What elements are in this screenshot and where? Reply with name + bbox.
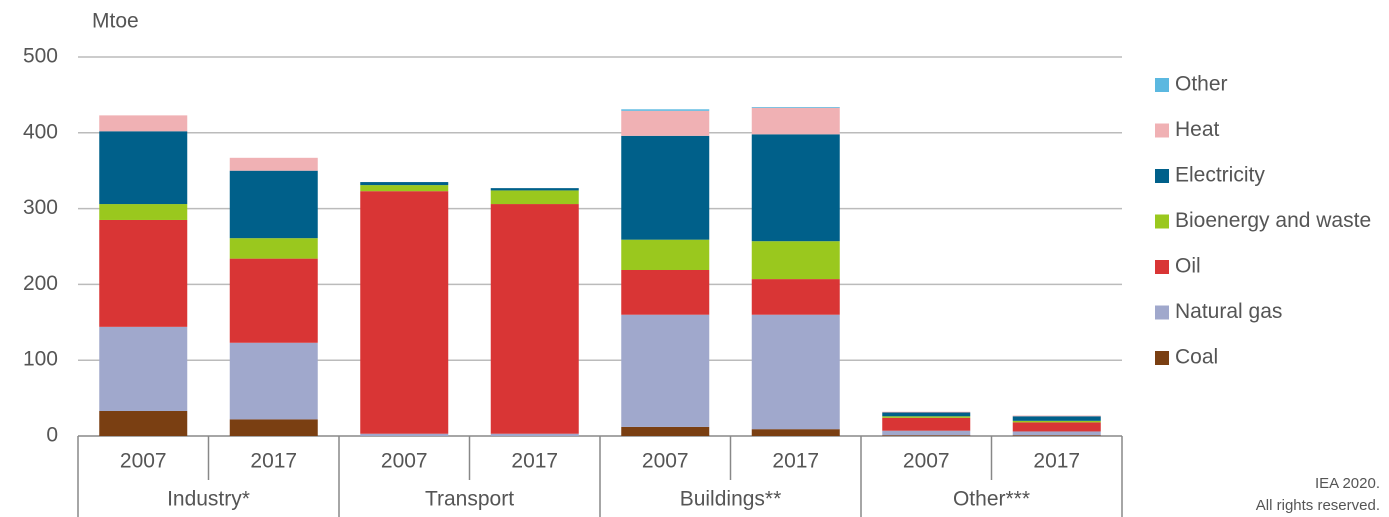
bar-segment [621, 314, 710, 427]
group-label: Other*** [953, 488, 1030, 511]
y-tick-label: 300 [23, 196, 58, 219]
bar-segment [490, 190, 579, 205]
bar-segment [751, 314, 840, 430]
x-tick-label: 2007 [381, 450, 428, 473]
bar-segment [99, 204, 188, 220]
bar-segment [360, 182, 449, 186]
bar-segment [1012, 420, 1101, 423]
bar-segment [99, 115, 188, 132]
bar-segment [1012, 431, 1101, 436]
legend-label: Bioenergy and waste [1175, 209, 1371, 232]
legend-swatch [1155, 78, 1169, 92]
y-tick-label: 200 [23, 272, 58, 295]
y-tick-label: 0 [46, 424, 58, 447]
legend-label: Other [1175, 73, 1228, 96]
bar-segment [99, 410, 188, 436]
source-note: IEA 2020. [1315, 475, 1380, 492]
bar-segment [99, 219, 188, 327]
bar-segment [229, 419, 318, 436]
legend-label: Oil [1175, 255, 1201, 278]
bar-segment [229, 258, 318, 343]
legend-swatch [1155, 214, 1169, 229]
bar-segment [229, 342, 318, 420]
bar-segment [1012, 415, 1101, 417]
bar-segment [229, 170, 318, 239]
bar-segment [751, 429, 840, 436]
bar-segment [882, 416, 971, 418]
legend-label: Heat [1175, 118, 1220, 141]
x-tick-label: 2007 [903, 450, 950, 473]
bar-segment [621, 109, 710, 111]
bar-segment [360, 191, 449, 434]
group-label: Transport [425, 488, 514, 511]
bar-segment [1012, 416, 1101, 421]
x-tick-label: 2017 [511, 450, 558, 473]
bar-segment [751, 241, 840, 280]
legend-label: Electricity [1175, 164, 1265, 187]
y-tick-label: 100 [23, 348, 58, 371]
y-tick-label: 400 [23, 120, 58, 143]
bar-segment [751, 279, 840, 315]
bar-segment [882, 411, 971, 413]
bar-segment [1012, 435, 1101, 436]
bar-segment [621, 110, 710, 136]
bar-segment [229, 238, 318, 259]
bar-segment [882, 412, 971, 417]
x-tick-label: 2017 [250, 450, 297, 473]
bar-segment [751, 107, 840, 135]
bar-segment [490, 433, 579, 436]
bar-segment [360, 433, 449, 436]
group-label: Industry* [167, 488, 250, 511]
bar-segment [621, 239, 710, 270]
bar-segment [360, 185, 449, 192]
bar-segment [882, 435, 971, 436]
bar-segment [621, 269, 710, 315]
bar-segment [621, 135, 710, 240]
source-note: All rights reserved. [1256, 497, 1380, 514]
bar-segment [99, 131, 188, 205]
bar-segment [882, 417, 971, 431]
legend-swatch [1155, 169, 1169, 183]
y-axis-label: Mtoe [92, 10, 139, 33]
legend-swatch [1155, 260, 1169, 274]
legend-swatch [1155, 123, 1169, 138]
x-tick-label: 2017 [1033, 450, 1080, 473]
bar-segment [490, 188, 579, 191]
legend-label: Natural gas [1175, 300, 1282, 323]
bar-segment [751, 107, 840, 108]
bar-segment [1012, 422, 1101, 432]
bar-segment [621, 426, 710, 436]
legend-swatch [1155, 305, 1169, 320]
bar-segment [99, 326, 188, 411]
y-tick-label: 500 [23, 45, 58, 68]
x-tick-label: 2017 [772, 450, 819, 473]
legend-swatch [1155, 351, 1169, 365]
group-label: Buildings** [680, 488, 782, 511]
x-tick-label: 2007 [642, 450, 689, 473]
bar-segment [229, 157, 318, 171]
x-tick-label: 2007 [120, 450, 167, 473]
legend-label: Coal [1175, 346, 1218, 369]
bar-segment [490, 204, 579, 434]
bar-segment [751, 134, 840, 242]
bar-segment [882, 430, 971, 436]
